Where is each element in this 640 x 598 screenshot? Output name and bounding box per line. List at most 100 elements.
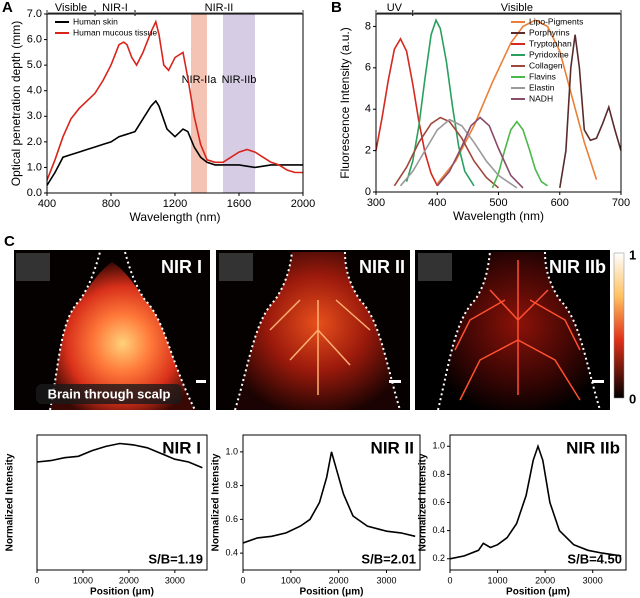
y-tick-label: 0.2 — [432, 553, 445, 563]
x-axis-label: Position (μm) — [90, 587, 154, 598]
legend-label: Collagen — [529, 60, 563, 70]
scale-bar — [592, 380, 604, 383]
caption: Brain through scalp — [48, 386, 171, 401]
plot-frame — [36, 434, 208, 571]
inset — [418, 253, 452, 281]
y-tick-label: 1.0 — [225, 446, 238, 456]
legend-label: Porphyrins — [529, 27, 570, 37]
y-tick-label: 6.0 — [27, 33, 42, 45]
caption-box — [36, 384, 182, 404]
y-tick-label: 0 — [365, 186, 371, 198]
inset — [219, 253, 253, 281]
x-tick-label: 400 — [38, 198, 56, 210]
band — [191, 14, 207, 193]
chart: NIR-IIa NIR-IIb Visible NIR-I NIR-II 400 800 12… — [2, 0, 315, 224]
line — [46, 19, 303, 181]
line — [242, 451, 416, 544]
panel-label: A — [2, 0, 13, 16]
plot-frame — [375, 13, 622, 193]
panel-label: B — [331, 0, 342, 16]
line — [559, 34, 622, 189]
line — [449, 443, 622, 560]
vessels — [269, 299, 371, 395]
legend-label: NADH — [529, 93, 553, 103]
image-label: NIR II — [359, 257, 405, 277]
legend-label: Human skin — [73, 16, 118, 26]
band-label: NIR-IIa — [182, 74, 218, 86]
y-tick-label: 7.0 — [27, 8, 42, 20]
legend-label: Elastin — [529, 82, 555, 92]
x-tick-label: 3000 — [165, 575, 185, 585]
region-label: NIR-II — [205, 2, 234, 14]
legend-label: Tryptophan — [529, 38, 572, 48]
glow — [438, 252, 600, 410]
y-axis-label: Optical penetration depth (mm) — [9, 21, 23, 186]
y-axis-label: Normalized Intensity — [5, 453, 16, 551]
band — [223, 14, 255, 193]
y-tick-label: 3.0 — [27, 110, 42, 122]
line — [375, 37, 439, 187]
x-axis-label: Wavelength (nm) — [130, 210, 221, 224]
annotation: S/B=2.01 — [361, 551, 416, 566]
chart-title: NIR II — [371, 438, 414, 457]
x-tick-label: 1000 — [488, 575, 508, 585]
outline — [234, 251, 401, 411]
line — [36, 442, 203, 469]
y-tick-label: 0.4 — [432, 525, 445, 535]
y-tick-label: 0.0 — [27, 187, 42, 199]
y-axis-label: Normalized Intensity — [418, 453, 429, 551]
line — [393, 116, 500, 189]
plot-frame — [242, 434, 421, 571]
y-tick-label: 2 — [365, 145, 371, 157]
line — [436, 116, 524, 189]
y-tick-label: 8 — [365, 20, 371, 32]
x-axis-label: Wavelength (nm) — [453, 209, 544, 223]
image-label: NIR I — [161, 257, 202, 277]
y-tick-label: 0.6 — [432, 497, 445, 507]
x-tick-label: 400 — [428, 197, 446, 209]
x-tick-label: 0 — [447, 575, 452, 585]
x-tick-label: 2000 — [535, 575, 555, 585]
inset — [16, 253, 50, 281]
y-tick-label: 1.0 — [432, 441, 445, 451]
chart: 0 1000 2000 3000 0.2 0.4 0.6 0.8 1.0 Position (μm… — [418, 434, 627, 598]
chart-title: NIR I — [162, 438, 201, 457]
y-tick-label: 0.4 — [225, 548, 238, 558]
panel-c: C NIR I Brain through scalp NIR II NIR I… — [4, 233, 636, 411]
line — [405, 18, 475, 187]
y-tick-label: 1.0 — [27, 161, 42, 173]
panel-label: C — [4, 233, 15, 250]
glow — [50, 262, 195, 410]
chart: 0 1000 2000 3000 Position (μm) Normalized Int… — [5, 434, 208, 598]
y-tick-label: 4 — [365, 103, 371, 115]
region-label: Visible — [501, 2, 533, 14]
x-tick-label: 0 — [34, 575, 39, 585]
legend-label: Lipo-Pigments — [529, 16, 583, 26]
x-tick-label: 3000 — [583, 575, 603, 585]
legend-label: Pyridoxine — [529, 49, 569, 59]
x-tick-label: 2000 — [291, 198, 315, 210]
legend-label: Flavins — [529, 71, 556, 81]
image-label: NIR IIb — [549, 257, 606, 277]
colorbar — [613, 252, 625, 399]
y-tick-label: 4.0 — [27, 85, 42, 97]
x-tick-label: 2000 — [119, 575, 139, 585]
chart: 0 1000 2000 3000 0.4 0.6 0.8 1.0 Position (μm) No… — [211, 434, 421, 598]
x-tick-label: 300 — [367, 197, 385, 209]
y-tick-label: 0.8 — [432, 469, 445, 479]
region-label: UV — [387, 2, 403, 14]
x-axis-label: Position (μm) — [506, 587, 570, 598]
x-tick-label: 1600 — [227, 198, 251, 210]
y-tick-label: 5.0 — [27, 59, 42, 71]
region-label: Visible — [55, 2, 87, 14]
y-tick-label: 2.0 — [27, 136, 42, 148]
x-tick-label: 500 — [489, 197, 507, 209]
colorbar-label: 1 — [629, 247, 636, 262]
x-tick-label: 600 — [551, 197, 569, 209]
outline — [437, 251, 601, 411]
y-tick-label: 6 — [365, 62, 371, 74]
y-tick-label: 0.8 — [225, 480, 238, 490]
line — [436, 19, 598, 185]
